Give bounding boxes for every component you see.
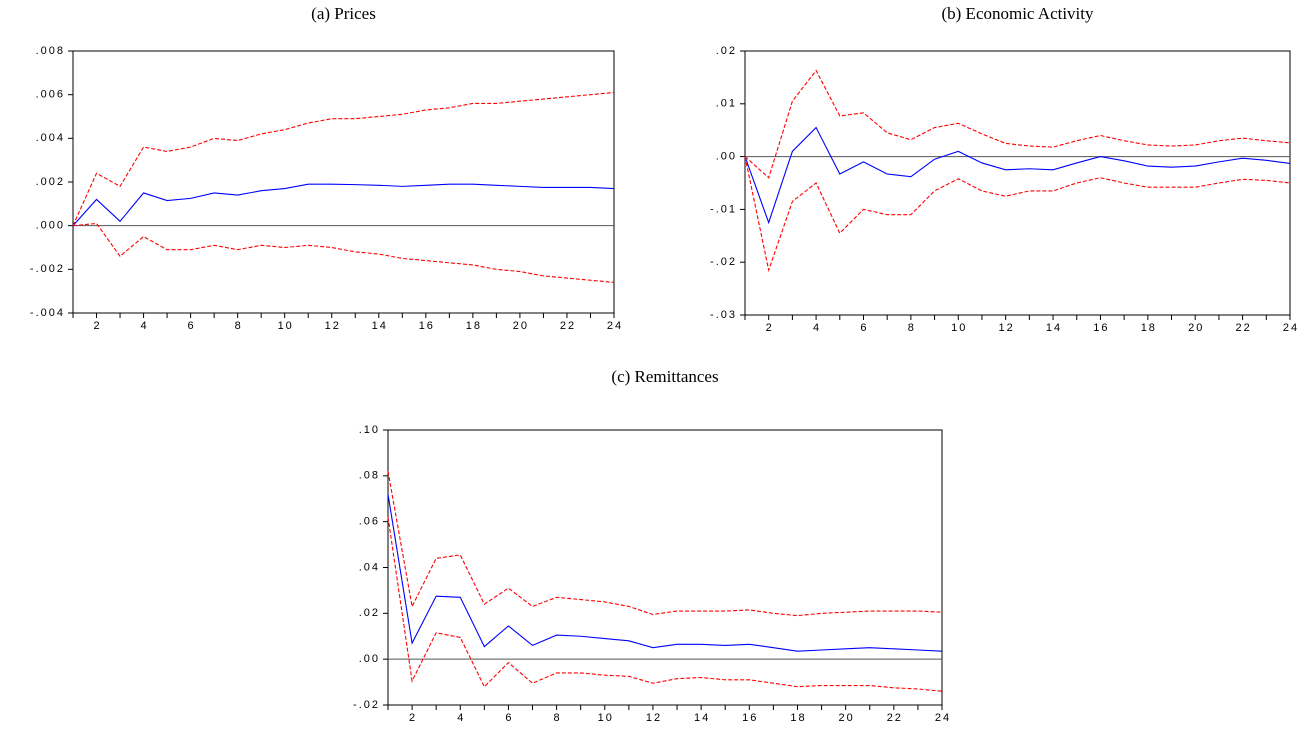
y-tick-label: .00 <box>359 653 380 665</box>
y-tick-label: .008 <box>36 45 65 57</box>
chart-title: (c) Remittances <box>611 367 718 386</box>
x-tick-label: 20 <box>839 712 855 724</box>
y-tick-label: -.02 <box>710 256 737 268</box>
x-tick-label: 24 <box>1283 322 1299 334</box>
y-tick-label: .004 <box>36 132 65 144</box>
y-tick-label: .006 <box>36 89 65 101</box>
x-tick-label: 14 <box>694 712 710 724</box>
x-tick-label: 24 <box>935 712 951 724</box>
y-tick-label: .02 <box>716 45 737 57</box>
x-tick-label: 8 <box>908 322 916 334</box>
plot-frame <box>72 50 615 314</box>
series-line <box>387 494 943 652</box>
x-tick-label: 16 <box>1093 322 1109 334</box>
y-tick-label: -.004 <box>30 307 65 319</box>
x-tick-label: 4 <box>141 320 149 332</box>
y-tick-label: .01 <box>716 98 737 110</box>
series-line <box>72 183 615 227</box>
plot-frame <box>387 429 943 706</box>
x-tick-label: 22 <box>1235 322 1251 334</box>
y-tick-label: .00 <box>716 151 737 163</box>
x-tick-label: 10 <box>598 712 614 724</box>
series-line <box>72 222 615 283</box>
x-tick-label: 14 <box>372 320 388 332</box>
y-tick-label: .000 <box>36 220 65 232</box>
series-line <box>744 69 1291 179</box>
x-tick-label: 24 <box>607 320 623 332</box>
y-tick-label: .04 <box>359 561 380 573</box>
x-tick-label: 12 <box>646 712 662 724</box>
y-tick-label: -.03 <box>710 309 737 321</box>
series-line <box>72 91 615 226</box>
x-tick-label: 16 <box>419 320 435 332</box>
x-tick-label: 6 <box>505 712 513 724</box>
x-tick-label: 6 <box>860 322 868 334</box>
x-tick-label: 2 <box>409 712 417 724</box>
x-tick-label: 2 <box>766 322 774 334</box>
x-tick-label: 16 <box>742 712 758 724</box>
y-tick-label: -.02 <box>353 699 380 711</box>
x-tick-label: 18 <box>466 320 482 332</box>
plot-frame <box>744 50 1291 316</box>
x-tick-label: 4 <box>813 322 821 334</box>
series-line <box>387 471 943 617</box>
chart-title: (b) Economic Activity <box>941 4 1094 23</box>
series-line <box>387 517 943 692</box>
chart-title: (a) Prices <box>311 4 376 23</box>
x-tick-label: 18 <box>790 712 806 724</box>
y-tick-label: .06 <box>359 516 380 528</box>
x-tick-label: 14 <box>1046 322 1062 334</box>
y-tick-label: -.01 <box>710 203 737 215</box>
y-tick-label: .002 <box>36 176 65 188</box>
series-line <box>744 156 1291 273</box>
x-tick-label: 12 <box>325 320 341 332</box>
series-line <box>744 126 1291 225</box>
y-tick-label: .08 <box>359 470 380 482</box>
x-tick-label: 22 <box>560 320 576 332</box>
x-tick-label: 8 <box>235 320 243 332</box>
x-tick-label: 10 <box>278 320 294 332</box>
x-tick-label: 12 <box>999 322 1015 334</box>
x-tick-label: 8 <box>554 712 562 724</box>
x-tick-label: 6 <box>188 320 196 332</box>
x-tick-label: 18 <box>1141 322 1157 334</box>
y-tick-label: -.002 <box>30 263 65 275</box>
y-tick-label: .10 <box>359 424 380 436</box>
x-tick-label: 2 <box>93 320 101 332</box>
x-tick-label: 10 <box>951 322 967 334</box>
x-tick-label: 20 <box>513 320 529 332</box>
x-tick-label: 20 <box>1188 322 1204 334</box>
y-tick-label: .02 <box>359 607 380 619</box>
x-tick-label: 4 <box>457 712 465 724</box>
x-tick-label: 22 <box>887 712 903 724</box>
